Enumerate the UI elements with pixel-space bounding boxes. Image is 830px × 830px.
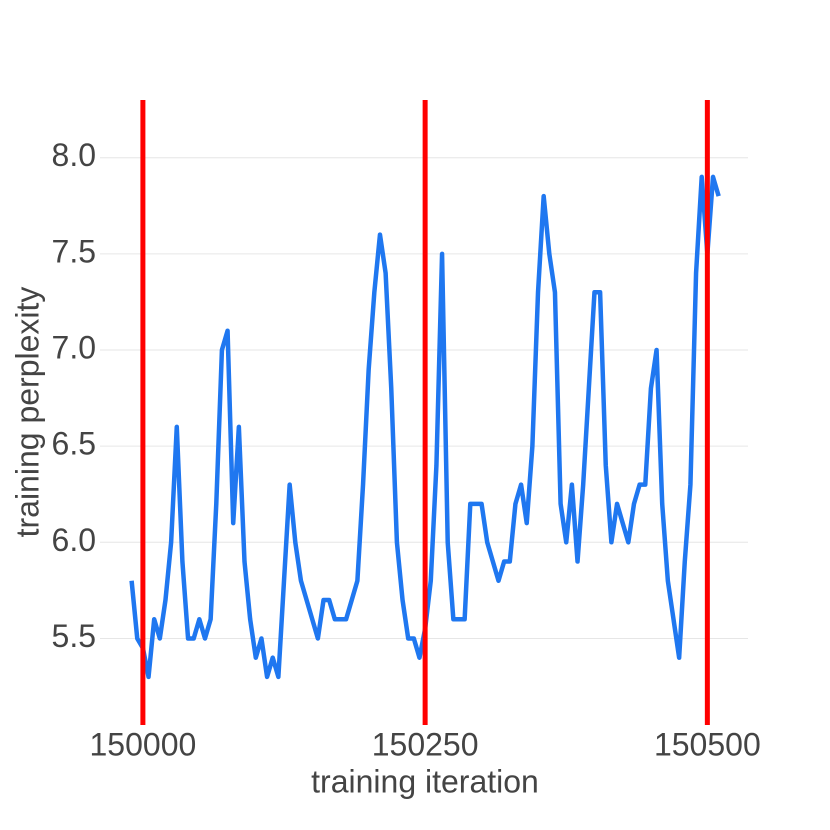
x-tick-label: 150000 xyxy=(90,726,197,762)
y-tick-label: 6.0 xyxy=(52,522,96,558)
y-axis-label: training perplexity xyxy=(9,287,45,538)
y-tick-label: 7.5 xyxy=(52,233,96,269)
y-tick-label: 8.0 xyxy=(52,137,96,173)
x-tick-label: 150500 xyxy=(654,726,761,762)
y-tick-label: 7.0 xyxy=(52,329,96,365)
y-tick-label: 6.5 xyxy=(52,426,96,462)
y-tick-label: 5.5 xyxy=(52,618,96,654)
x-tick-label: 150250 xyxy=(372,726,479,762)
x-axis-label: training iteration xyxy=(311,763,539,799)
